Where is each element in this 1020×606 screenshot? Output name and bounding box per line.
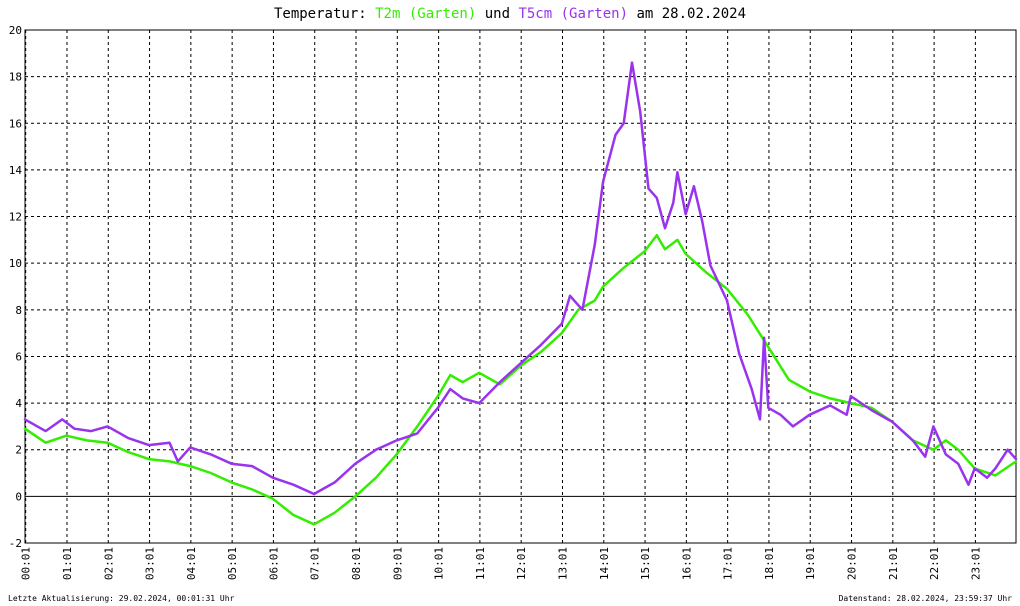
x-tick-label: 13:01 — [556, 547, 569, 580]
footer-data-state: Datenstand: 28.02.2024, 23:59:37 Uhr — [839, 594, 1013, 603]
x-tick-label: 01:01 — [61, 547, 74, 580]
title-series1: T2m (Garten) — [375, 6, 476, 22]
y-tick-label: 2 — [15, 444, 22, 457]
x-tick-label: 08:01 — [350, 547, 363, 580]
y-tick-label: 10 — [9, 257, 22, 270]
x-tick-label: 14:01 — [598, 547, 611, 580]
x-tick-label: 10:01 — [433, 547, 446, 580]
series-line-t5cm — [23, 61, 1018, 496]
x-tick-label: 02:01 — [102, 547, 115, 580]
x-tick-label: 06:01 — [267, 547, 280, 580]
title-connector: und — [476, 6, 518, 22]
y-tick-label: 14 — [9, 164, 23, 177]
plot-frame — [24, 29, 1017, 544]
y-tick-label: 8 — [15, 304, 22, 317]
series-lines — [23, 61, 1018, 526]
x-tick-label: 07:01 — [309, 547, 322, 580]
x-tick-label: 19:01 — [804, 547, 817, 580]
y-tick-label: 18 — [9, 71, 22, 84]
series-line-t2m — [23, 233, 1018, 526]
x-tick-label: 04:01 — [185, 547, 198, 580]
grid — [25, 30, 1016, 543]
x-tick-label: 16:01 — [680, 547, 693, 580]
x-tick-label: 11:01 — [474, 547, 487, 580]
y-tick-label: 0 — [15, 490, 22, 503]
y-tick-label: 4 — [15, 397, 22, 410]
x-tick-label: 22:01 — [928, 547, 941, 580]
x-tick-label: 09:01 — [391, 547, 404, 580]
x-tick-label: 18:01 — [763, 547, 776, 580]
y-tick-label: 16 — [9, 117, 22, 130]
y-tick-label: -2 — [9, 537, 22, 550]
title-suffix: am 28.02.2024 — [628, 6, 746, 22]
footer-last-update: Letzte Aktualisierung: 29.02.2024, 00:01… — [8, 594, 235, 603]
x-tick-label: 23:01 — [969, 547, 982, 580]
x-tick-label: 12:01 — [515, 547, 528, 580]
x-tick-label: 05:01 — [226, 547, 239, 580]
x-tick-label: 17:01 — [722, 547, 735, 580]
y-tick-label: 20 — [9, 24, 22, 37]
x-tick-label: 20:01 — [846, 547, 859, 580]
axes: -2 0 2 4 6 8 10 12 14 16 18 20 00:01 01:01 02:01 03:01 0… — [9, 24, 1017, 580]
title-series2: T5cm (Garten) — [518, 6, 628, 22]
y-tick-label: 6 — [15, 350, 22, 363]
x-tick-label: 21:01 — [887, 547, 900, 580]
y-tick-label: 12 — [9, 211, 22, 224]
x-tick-label: 00:01 — [20, 547, 33, 580]
x-tick-label: 15:01 — [639, 547, 652, 580]
chart-title: Temperatur: T2m (Garten) und T5cm (Garte… — [274, 6, 746, 22]
x-tick-label: 03:01 — [144, 547, 157, 580]
title-prefix: Temperatur: — [274, 6, 375, 22]
